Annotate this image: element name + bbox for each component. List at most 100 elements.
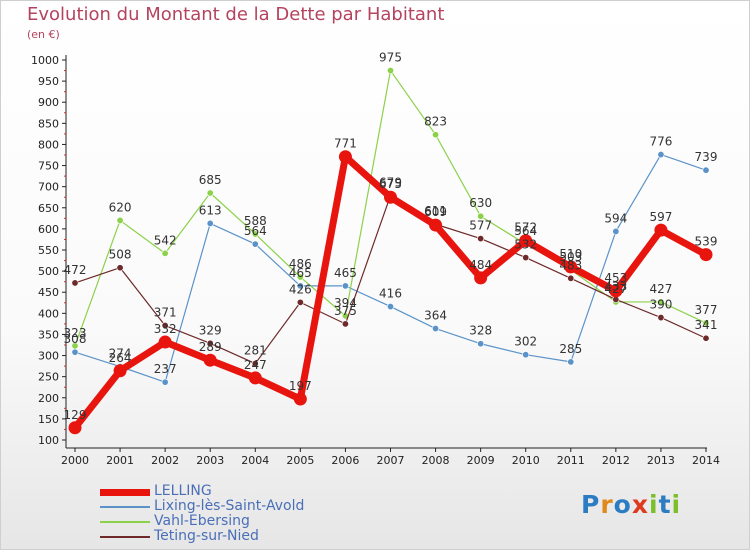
data-label: 302: [514, 335, 537, 349]
data-point: [296, 282, 304, 290]
data-label: 483: [559, 258, 582, 272]
data-point: [341, 282, 349, 290]
y-tick-label: 950: [38, 75, 59, 88]
data-point: [477, 212, 485, 220]
data-point: [386, 67, 394, 75]
data-label: 508: [109, 248, 132, 262]
y-tick-label: 650: [38, 202, 59, 215]
chart-subtitle: (en €): [27, 28, 60, 41]
x-tick-label: 2014: [692, 454, 720, 467]
data-label: 453: [604, 271, 627, 285]
data-point: [522, 351, 530, 359]
data-label: 427: [649, 282, 672, 296]
data-point: [71, 342, 79, 350]
line-chart: 100 150 200 250 300 350 400 450 500 550 600 650 700 7…: [31, 51, 720, 467]
data-point: [699, 248, 713, 262]
data-label: 390: [649, 298, 672, 312]
x-tick-label: 2013: [647, 454, 675, 467]
data-label: 611: [424, 204, 447, 218]
data-point: [657, 151, 665, 159]
data-label: 323: [64, 326, 87, 340]
data-label: 416: [379, 287, 402, 301]
data-point: [293, 392, 307, 406]
data-label: 577: [469, 219, 492, 233]
data-point: [612, 227, 620, 235]
x-tick-label: 2007: [377, 454, 405, 467]
x-tick-label: 2001: [106, 454, 134, 467]
legend-swatch: [100, 536, 150, 538]
data-point: [386, 303, 394, 311]
data-label: 572: [514, 221, 537, 235]
y-tick-label: 700: [38, 181, 59, 194]
legend-label: LELLING: [154, 483, 212, 499]
y-tick-label: 100: [38, 434, 59, 447]
data-point: [654, 223, 668, 237]
data-point: [251, 240, 259, 248]
data-label: 274: [109, 347, 132, 361]
data-point: [71, 348, 79, 356]
y-tick-label: 500: [38, 265, 59, 278]
data-label: 129: [64, 408, 87, 422]
data-point: [477, 235, 485, 243]
legend-swatch: [100, 488, 150, 496]
legend-label: Teting-sur-Nied: [154, 528, 259, 544]
y-tick-label: 350: [38, 328, 59, 341]
data-label: 542: [154, 233, 177, 247]
data-point: [203, 353, 217, 367]
data-point: [432, 325, 440, 333]
data-point: [161, 378, 169, 386]
data-label: 329: [199, 323, 222, 337]
x-tick-label: 2012: [602, 454, 630, 467]
y-tick-label: 450: [38, 286, 59, 299]
data-label: 289: [199, 340, 222, 354]
data-point: [702, 319, 710, 327]
x-tick-label: 2005: [286, 454, 314, 467]
data-point: [296, 298, 304, 306]
y-tick-label: 250: [38, 371, 59, 384]
y-tick-label: 1000: [31, 54, 59, 67]
data-point: [116, 216, 124, 224]
proxiti-logo: Proxiti: [581, 490, 682, 519]
data-point: [384, 190, 397, 204]
data-label: 247: [244, 358, 267, 372]
y-tick-label: 200: [38, 392, 59, 405]
x-tick-label: 2008: [422, 454, 450, 467]
data-point: [564, 260, 578, 274]
data-point: [432, 131, 440, 139]
x-tick-label: 2010: [512, 454, 540, 467]
legend-label: Lixing-lès-Saint-Avold: [154, 498, 305, 514]
data-point: [609, 284, 623, 298]
data-point: [161, 322, 169, 330]
x-tick-label: 2011: [557, 454, 585, 467]
legend-swatch: [100, 506, 150, 508]
data-label: 510: [559, 247, 582, 261]
x-tick-label: 2002: [151, 454, 179, 467]
data-point: [206, 219, 214, 227]
data-point: [206, 189, 214, 197]
data-label: 341: [695, 318, 718, 332]
data-point: [296, 273, 304, 281]
data-point: [251, 230, 259, 238]
data-point: [341, 320, 349, 328]
x-tick-label: 2006: [331, 454, 359, 467]
data-label: 975: [379, 51, 402, 65]
data-label: 332: [154, 322, 177, 336]
data-label: 739: [695, 150, 718, 164]
y-tick-label: 550: [38, 244, 59, 257]
data-label: 503: [559, 250, 582, 264]
x-tick-label: 2000: [61, 454, 89, 467]
data-label: 472: [64, 263, 87, 277]
legend-swatch: [100, 521, 150, 523]
data-label: 281: [244, 344, 267, 358]
data-point: [702, 166, 710, 174]
data-label: 364: [424, 309, 447, 323]
data-label: 823: [424, 115, 447, 129]
data-point: [338, 150, 352, 164]
data-label: 613: [199, 203, 222, 217]
data-label: 465: [334, 266, 357, 280]
data-label: 328: [469, 324, 492, 338]
x-tick-label: 2009: [467, 454, 495, 467]
data-label: 564: [514, 224, 537, 238]
y-tick-label: 750: [38, 160, 59, 173]
data-label: 597: [649, 210, 672, 224]
